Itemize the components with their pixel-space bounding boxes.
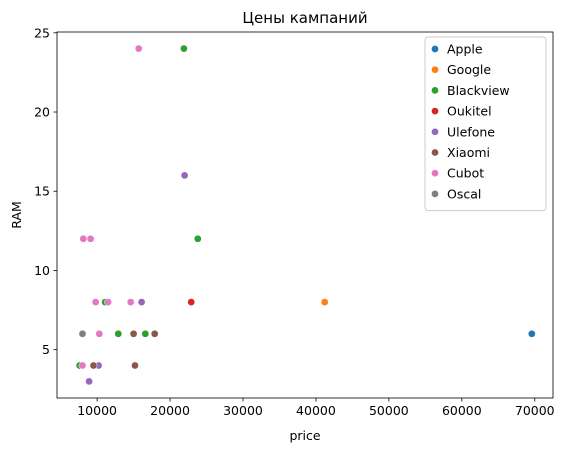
y-tick-label: 10 — [34, 263, 50, 278]
data-point-cubot-3 — [91, 298, 100, 306]
legend-label-apple: Apple — [447, 42, 483, 57]
legend-marker-google — [431, 65, 439, 74]
x-tick-label: 20000 — [150, 403, 190, 418]
legend-label-oukitel: Oukitel — [447, 104, 492, 119]
data-point-ulefone-0 — [180, 171, 189, 180]
legend-marker-ulefone — [431, 127, 439, 136]
data-point-oscal-0 — [78, 329, 87, 338]
legend-box — [424, 36, 547, 212]
data-point-google-0 — [320, 298, 329, 306]
data-point-cubot-2 — [86, 234, 95, 243]
chart-title: Цены кампаний — [242, 9, 367, 27]
x-tick-label: 70000 — [515, 403, 555, 418]
data-point-cubot-5 — [126, 298, 135, 306]
data-point-oukitel-0 — [187, 298, 196, 306]
x-tick-label: 50000 — [369, 403, 409, 418]
data-point-ulefone-3 — [85, 377, 93, 386]
legend-label-blackview: Blackview — [447, 83, 510, 98]
x-tick-label: 30000 — [223, 403, 263, 418]
plot-frame — [56, 31, 554, 399]
legend-label-google: Google — [447, 62, 491, 77]
plot-area — [75, 44, 536, 386]
y-axis-label: RAM — [9, 201, 24, 229]
data-point-ulefone-1 — [137, 298, 146, 306]
data-point-xiaomi-3 — [89, 361, 98, 370]
data-point-cubot-7 — [78, 361, 87, 370]
legend-label-xiaomi: Xiaomi — [447, 145, 490, 160]
legend-marker-xiaomi — [431, 148, 439, 157]
data-point-blackview-1 — [193, 234, 202, 243]
data-point-cubot-4 — [104, 298, 112, 306]
x-axis-label: price — [289, 428, 320, 443]
legend-label-cubot: Cubot — [447, 166, 484, 181]
x-tick-label: 60000 — [442, 403, 482, 418]
legend-marker-oukitel — [431, 107, 439, 115]
data-point-blackview-0 — [180, 44, 188, 53]
data-point-xiaomi-2 — [131, 361, 139, 370]
legend-label-ulefone: Ulefone — [447, 124, 495, 139]
data-point-blackview-3 — [114, 329, 123, 338]
y-tick-label: 25 — [34, 25, 50, 40]
axes: 10000 20000 30000 40000 50000 60000 70000 5 10 15… — [34, 25, 555, 418]
data-point-xiaomi-0 — [129, 329, 138, 338]
data-point-cubot-0 — [134, 44, 143, 53]
y-tick-label: 15 — [34, 184, 50, 199]
x-tick-label: 40000 — [296, 403, 336, 418]
legend-marker-blackview — [431, 86, 439, 95]
legend: Apple Google Blackview Oukitel Ulefone Xiaomi… — [424, 36, 547, 212]
y-tick-label: 20 — [34, 105, 50, 120]
legend-marker-cubot — [431, 169, 439, 178]
data-point-apple-0 — [527, 329, 536, 338]
legend-marker-oscal — [431, 190, 439, 198]
y-tick-label: 5 — [42, 342, 50, 357]
legend-marker-apple — [431, 45, 439, 53]
data-point-xiaomi-1 — [150, 329, 159, 338]
x-tick-label: 10000 — [77, 403, 117, 418]
data-point-blackview-4 — [141, 329, 150, 338]
data-point-cubot-1 — [79, 234, 88, 243]
data-point-cubot-6 — [95, 329, 104, 338]
legend-label-oscal: Oscal — [447, 186, 481, 201]
